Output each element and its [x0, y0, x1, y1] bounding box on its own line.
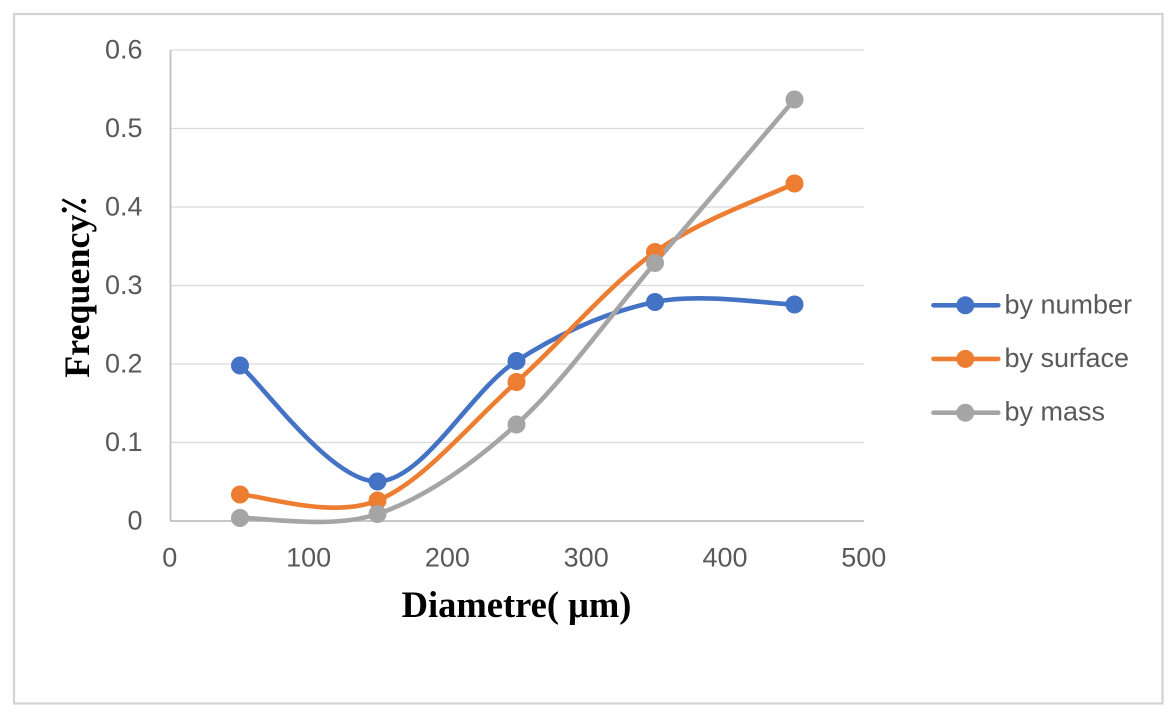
svg-text:0.6: 0.6 [105, 35, 143, 65]
svg-text:0.4: 0.4 [105, 192, 143, 222]
svg-text:Diametre( μm): Diametre( μm) [402, 584, 632, 625]
svg-text:0: 0 [127, 506, 142, 536]
svg-text:by surface: by surface [1005, 343, 1130, 373]
svg-text:400: 400 [702, 543, 747, 573]
svg-text:500: 500 [841, 543, 886, 573]
svg-text:by number: by number [1005, 289, 1133, 319]
svg-text:100: 100 [286, 543, 331, 573]
svg-text:by mass: by mass [1005, 397, 1106, 427]
svg-text:Frequency: Frequency [57, 214, 97, 377]
svg-text:0.1: 0.1 [105, 427, 143, 457]
svg-text:300: 300 [564, 543, 609, 573]
svg-text:0: 0 [162, 543, 177, 573]
svg-text:0.2: 0.2 [105, 349, 143, 379]
svg-text:0.5: 0.5 [105, 113, 143, 143]
svg-text:200: 200 [425, 543, 470, 573]
svg-text:0.3: 0.3 [105, 270, 143, 300]
